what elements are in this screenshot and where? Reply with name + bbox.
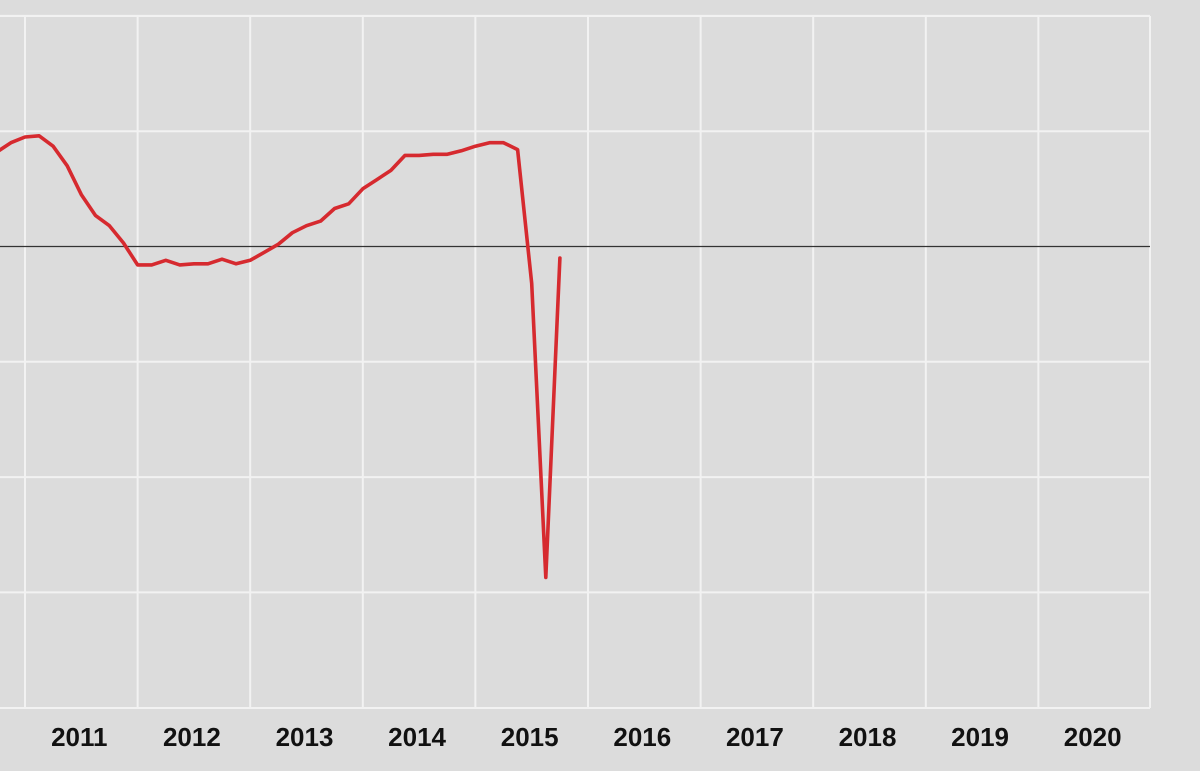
x-tick-label: 2019 xyxy=(951,722,1009,752)
x-tick-label: 2017 xyxy=(726,722,784,752)
x-axis-tick-labels: 2011 2012 2013 2014 2015 2016 2017 2018 2019 2020 xyxy=(51,722,1122,752)
x-tick-label: 2016 xyxy=(613,722,671,752)
x-tick-label: 2011 xyxy=(51,722,107,752)
x-tick-label: 2018 xyxy=(839,722,897,752)
series-line xyxy=(0,134,562,580)
x-tick-label: 2012 xyxy=(163,722,221,752)
x-tick-label: 2020 xyxy=(1064,722,1122,752)
x-tick-label: 2015 xyxy=(501,722,559,752)
grid xyxy=(0,14,1151,709)
x-tick-label: 2013 xyxy=(276,722,334,752)
series-group xyxy=(0,134,562,580)
x-tick-label: 2014 xyxy=(388,722,446,752)
